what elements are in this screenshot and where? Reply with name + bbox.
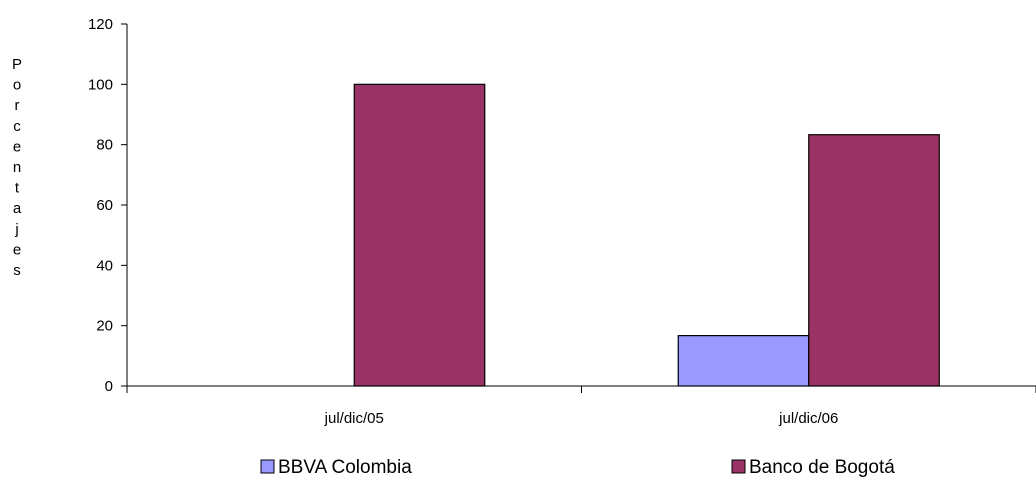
y-tick-label: 100 [88, 76, 113, 93]
y-tick-label: 80 [96, 137, 113, 154]
y-tick-label: 60 [96, 197, 113, 214]
y-tick-label: 20 [96, 318, 113, 335]
y-tick-label: 0 [105, 378, 113, 395]
bar-series-1 [677, 335, 810, 387]
legend-swatch [731, 459, 746, 474]
y-axis-label-letter: n [13, 159, 21, 176]
y-axis: 0 20 40 60 80 100 120 [88, 16, 128, 395]
x-axis: jul/dic/05 jul/dic/06 [126, 385, 1036, 427]
legend-label: BBVA Colombia [278, 457, 412, 478]
y-axis-label-letter: t [15, 180, 20, 197]
y-axis-label-letter: c [13, 118, 21, 135]
bar-series-2 [808, 134, 940, 387]
x-tick-label: jul/dic/06 [778, 410, 838, 427]
y-axis-label-letter: o [13, 77, 21, 94]
y-axis-label-letter: a [13, 200, 22, 217]
y-axis-label-letter: e [13, 241, 21, 258]
bar-series-2 [353, 83, 486, 387]
y-axis-label-letter: j [14, 221, 18, 238]
bars [353, 83, 940, 387]
legend: BBVA Colombia Banco de Bogotá [260, 457, 895, 478]
y-tick-label: 40 [96, 257, 113, 274]
y-axis-label-letter: e [13, 138, 21, 155]
y-axis-label-letter: r [15, 97, 20, 114]
y-axis-label-letter: P [12, 56, 22, 73]
x-tick-label: jul/dic/05 [324, 410, 384, 427]
y-tick-label: 120 [88, 16, 113, 33]
legend-swatch [260, 459, 275, 474]
legend-label: Banco de Bogotá [749, 457, 895, 478]
y-axis-label-letter: s [13, 262, 21, 279]
